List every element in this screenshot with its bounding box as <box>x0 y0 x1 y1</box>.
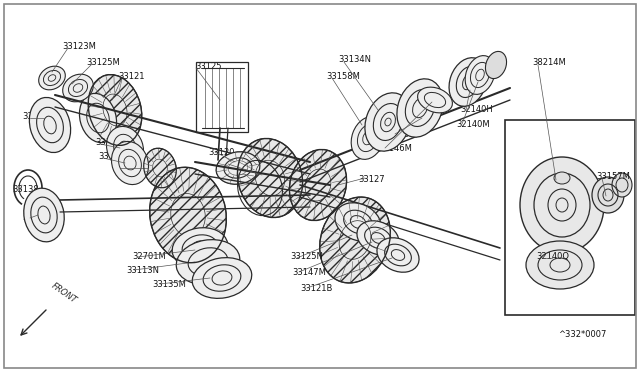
Text: 33147M: 33147M <box>292 268 326 277</box>
Bar <box>196 62 248 132</box>
Ellipse shape <box>526 241 594 289</box>
Ellipse shape <box>106 126 143 170</box>
Text: 33121: 33121 <box>118 72 145 81</box>
Text: 33114P: 33114P <box>98 152 130 161</box>
Ellipse shape <box>176 240 240 284</box>
Ellipse shape <box>612 173 632 197</box>
Text: 33125N: 33125N <box>290 252 323 261</box>
Text: 33113N: 33113N <box>126 266 159 275</box>
Text: 32140Q: 32140Q <box>536 252 569 261</box>
Text: 33146M: 33146M <box>378 144 412 153</box>
Bar <box>505 120 635 315</box>
Ellipse shape <box>24 188 64 242</box>
Ellipse shape <box>63 74 93 102</box>
Ellipse shape <box>216 152 260 184</box>
Ellipse shape <box>289 150 347 221</box>
Text: 33127: 33127 <box>358 175 385 184</box>
Ellipse shape <box>377 238 419 272</box>
Text: 38214M: 38214M <box>532 58 566 67</box>
Ellipse shape <box>172 228 228 268</box>
Text: 33121B: 33121B <box>300 284 332 293</box>
Ellipse shape <box>150 167 227 263</box>
Text: 33125: 33125 <box>195 62 221 71</box>
Ellipse shape <box>357 221 399 255</box>
Text: 33116N: 33116N <box>22 213 55 222</box>
Text: 33158M: 33158M <box>326 72 360 81</box>
Ellipse shape <box>397 79 443 137</box>
Text: 33120: 33120 <box>208 148 234 157</box>
Text: 33157M: 33157M <box>596 172 630 181</box>
Text: 33135M: 33135M <box>152 280 186 289</box>
Text: 32140M: 32140M <box>456 120 490 129</box>
Ellipse shape <box>237 138 303 218</box>
Text: 33134N: 33134N <box>338 55 371 64</box>
Text: 32701M: 32701M <box>132 252 166 261</box>
Ellipse shape <box>38 66 65 90</box>
Ellipse shape <box>192 258 252 298</box>
Text: 33120G: 33120G <box>113 163 146 172</box>
Ellipse shape <box>465 55 495 94</box>
Text: FRONT: FRONT <box>50 281 79 305</box>
Ellipse shape <box>486 51 506 78</box>
Ellipse shape <box>351 116 385 159</box>
Ellipse shape <box>554 172 570 184</box>
Text: 33120B: 33120B <box>22 112 54 121</box>
Ellipse shape <box>592 177 624 213</box>
Text: 33114P: 33114P <box>95 138 127 147</box>
Ellipse shape <box>144 148 176 188</box>
Text: 33153: 33153 <box>220 160 246 169</box>
Ellipse shape <box>520 157 604 253</box>
Ellipse shape <box>417 87 452 113</box>
Text: 33152M: 33152M <box>388 130 422 139</box>
Ellipse shape <box>449 58 487 106</box>
Ellipse shape <box>29 97 70 153</box>
Text: ^332*0007: ^332*0007 <box>558 330 606 339</box>
Text: 33125M: 33125M <box>86 58 120 67</box>
Ellipse shape <box>79 93 116 142</box>
Ellipse shape <box>111 141 148 185</box>
Ellipse shape <box>335 203 381 241</box>
Text: 32140H: 32140H <box>460 105 493 114</box>
Ellipse shape <box>88 74 142 145</box>
Text: 33123M: 33123M <box>62 42 96 51</box>
Text: 33138: 33138 <box>12 185 39 194</box>
Ellipse shape <box>320 197 390 283</box>
Ellipse shape <box>365 93 411 151</box>
Ellipse shape <box>216 152 260 184</box>
